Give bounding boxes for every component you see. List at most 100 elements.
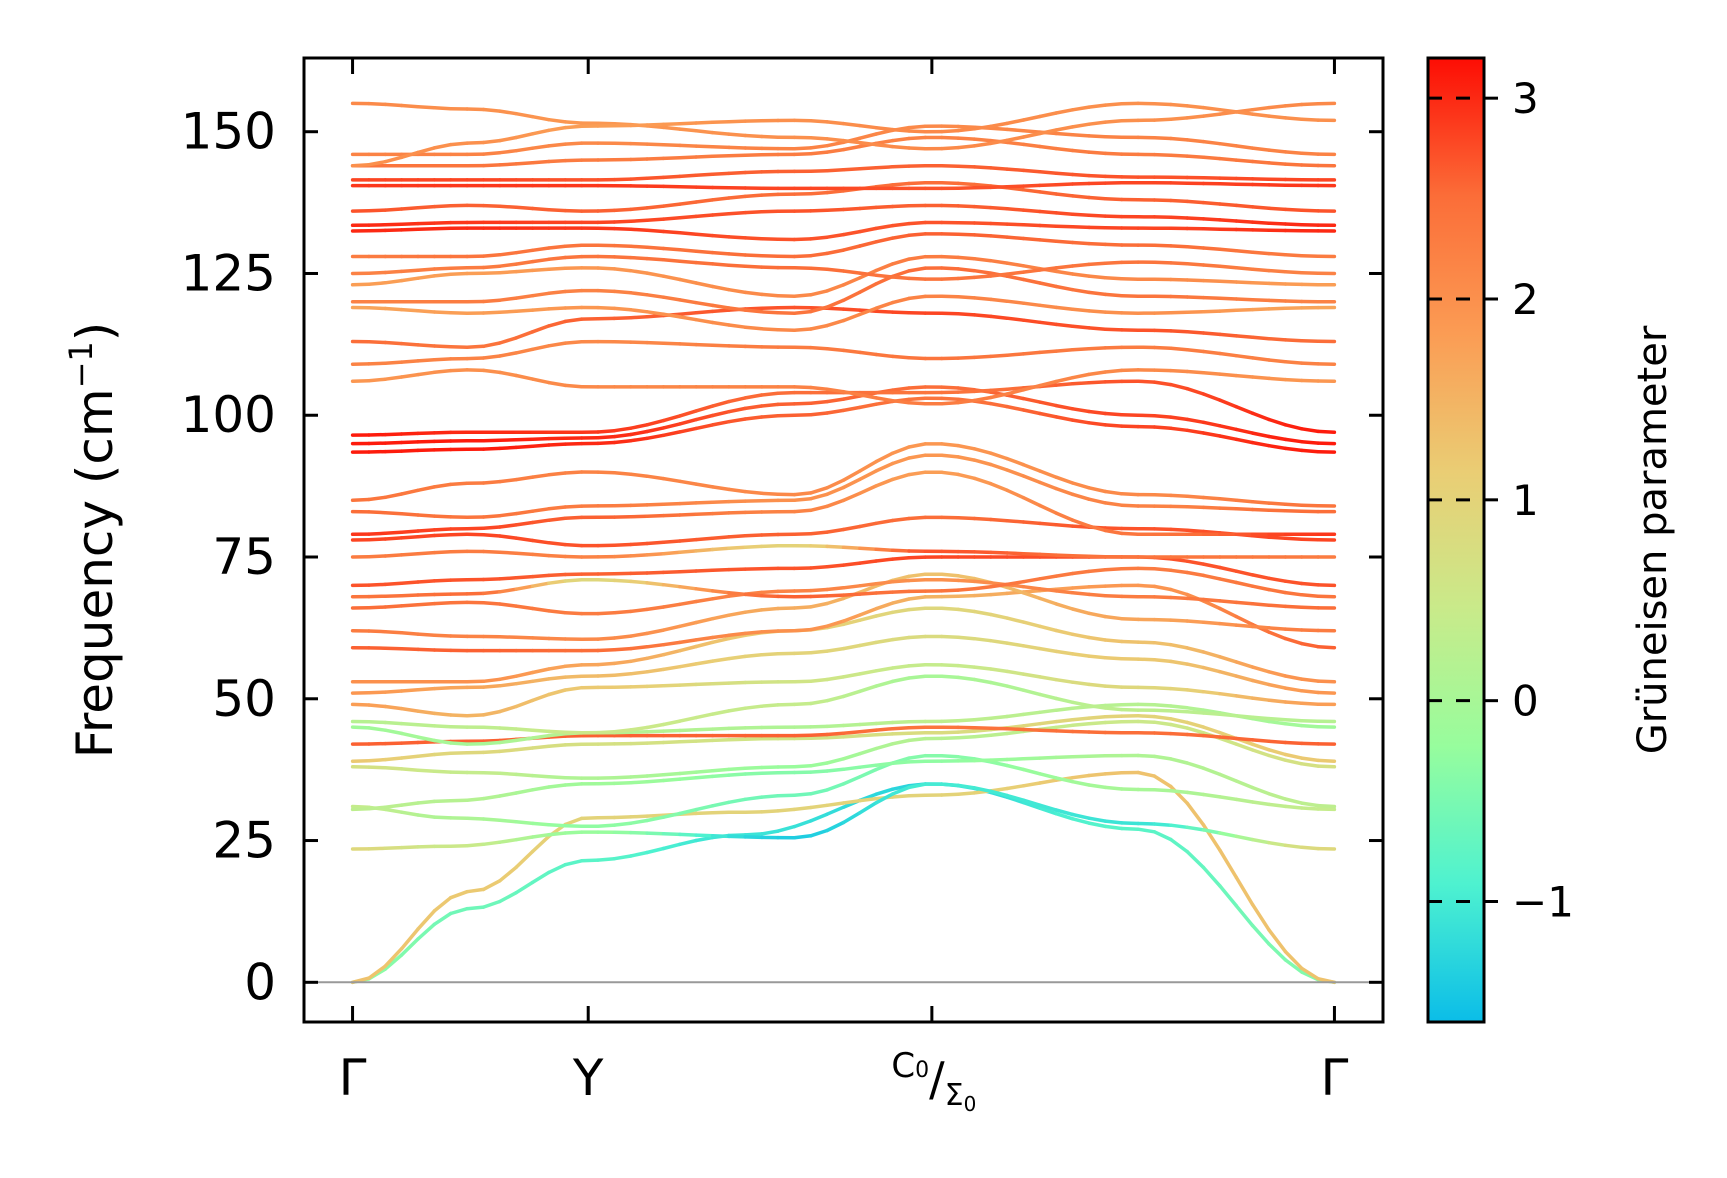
band-segment xyxy=(1267,336,1288,342)
band-segment xyxy=(1201,597,1222,603)
band-segment xyxy=(1250,748,1271,758)
band-segment xyxy=(1185,706,1206,712)
band-segment xyxy=(1234,427,1255,435)
band-segment xyxy=(841,751,862,761)
band-segment xyxy=(809,208,829,213)
band-segment xyxy=(1250,715,1271,721)
band-segment xyxy=(972,296,993,302)
band-segment xyxy=(1070,346,1091,352)
band-segment xyxy=(907,276,928,281)
band-segment xyxy=(972,268,993,275)
band-segment xyxy=(743,704,764,710)
band-segment xyxy=(629,314,649,320)
band-segment xyxy=(1250,205,1271,211)
colorbar-tick-label: −1 xyxy=(1512,878,1574,927)
band-segment xyxy=(956,516,977,521)
band-segment xyxy=(792,531,813,537)
band-segment xyxy=(989,638,1009,645)
band-segment xyxy=(1185,505,1206,510)
band-segment xyxy=(432,527,453,532)
band-segment xyxy=(1299,581,1320,587)
band-segment xyxy=(645,551,666,557)
band-segment xyxy=(678,311,698,316)
band-segment xyxy=(399,767,420,772)
band-segment xyxy=(1087,346,1108,351)
band-segment xyxy=(694,511,715,517)
band-segment xyxy=(1283,700,1304,706)
band-segment xyxy=(727,210,748,216)
band-segment xyxy=(596,266,617,271)
band-segment xyxy=(629,291,649,297)
band-segment xyxy=(710,171,731,177)
band-segment xyxy=(1070,700,1091,708)
band-segment xyxy=(1218,497,1239,503)
band-segment xyxy=(1054,571,1075,578)
band-segment xyxy=(530,538,551,545)
band-38 xyxy=(350,181,1337,191)
band-segment xyxy=(547,664,568,671)
band-segment xyxy=(874,273,895,279)
band-segment xyxy=(399,307,420,313)
band-segment xyxy=(1250,112,1271,118)
band-segment xyxy=(416,740,437,745)
band-segment xyxy=(956,443,977,451)
band-23 xyxy=(350,442,1337,508)
band-segment xyxy=(629,141,649,146)
band-segment xyxy=(1185,528,1206,534)
band-segment xyxy=(661,121,682,127)
band-segment xyxy=(1005,352,1026,357)
band-segment xyxy=(645,175,666,181)
band-segment xyxy=(1185,849,1206,870)
band-segment xyxy=(841,394,862,401)
band-segment xyxy=(956,275,977,281)
band-segment xyxy=(1250,665,1271,674)
band-segment xyxy=(1152,243,1173,248)
band-segment xyxy=(972,516,993,522)
band-segment xyxy=(596,636,617,641)
band-segment xyxy=(989,582,1009,589)
band-segment xyxy=(579,816,600,821)
band-10 xyxy=(350,674,1337,735)
band-segment xyxy=(1201,246,1222,252)
band-segment xyxy=(1103,719,1124,725)
band-segment xyxy=(874,183,895,189)
band-segment xyxy=(645,570,666,575)
band-segment xyxy=(1299,117,1320,122)
band-segment xyxy=(448,141,469,147)
band-segment xyxy=(416,686,437,692)
band-segment xyxy=(1038,320,1058,327)
band-segment xyxy=(1087,703,1108,710)
band-11 xyxy=(350,663,1337,718)
band-segment xyxy=(629,725,649,732)
band-segment xyxy=(841,545,862,551)
band-segment xyxy=(383,306,404,312)
band-segment xyxy=(956,729,977,734)
band-segment xyxy=(809,677,829,683)
band-segment xyxy=(972,165,993,170)
band-segment xyxy=(759,770,780,775)
band-segment xyxy=(972,550,993,555)
band-segment xyxy=(1021,462,1042,473)
band-segment xyxy=(1250,902,1271,932)
band-segment xyxy=(514,849,535,870)
band-segment xyxy=(890,597,911,605)
band-segment xyxy=(678,298,698,305)
band-segment xyxy=(1201,420,1222,428)
band-segment xyxy=(1103,134,1124,139)
band-segment xyxy=(645,256,666,262)
band-segment xyxy=(907,453,928,460)
band-segment xyxy=(530,114,551,122)
band-segment xyxy=(1021,798,1042,807)
band-segment xyxy=(972,274,993,280)
band-segment xyxy=(661,728,682,733)
band-segment xyxy=(1299,101,1320,107)
band-segment xyxy=(776,824,797,833)
band-segment xyxy=(939,294,960,299)
band-segment xyxy=(596,823,617,828)
band-segment xyxy=(1005,270,1026,276)
band-segment xyxy=(530,785,551,792)
band-segment xyxy=(1234,266,1255,272)
band-segment xyxy=(1021,183,1042,188)
band-segment xyxy=(874,547,895,553)
